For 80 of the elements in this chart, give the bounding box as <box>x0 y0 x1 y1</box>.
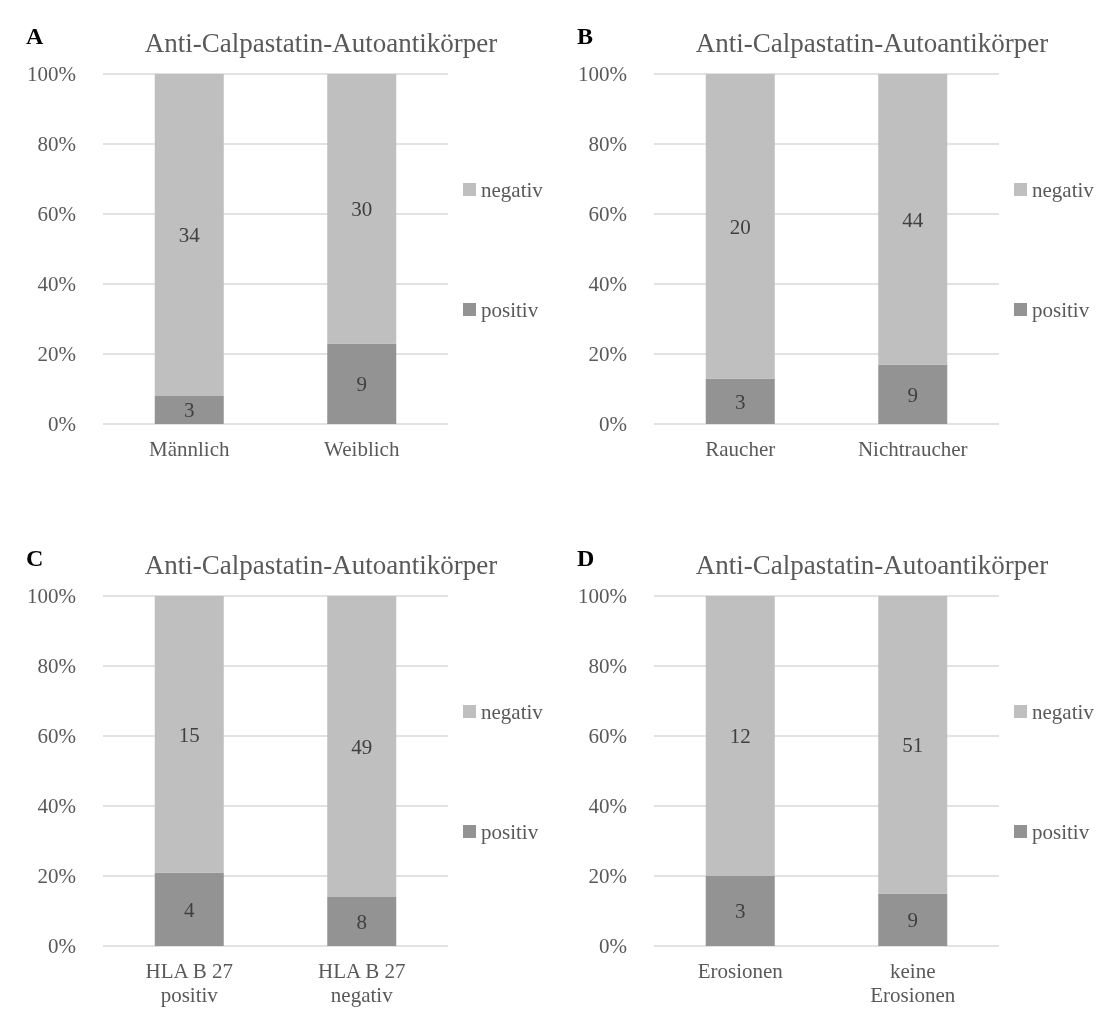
y-tick-label: 20% <box>37 864 76 889</box>
bar <box>327 74 397 344</box>
bar <box>327 897 397 946</box>
y-tick-label: 80% <box>588 654 627 679</box>
bar <box>878 364 948 424</box>
annotation: 9 <box>356 372 367 397</box>
chart-title: Anti-Calpastatin-Autoantikörper <box>695 550 1049 580</box>
x-tick-label: Weiblich <box>324 437 400 461</box>
legend-label: positiv <box>481 298 539 323</box>
legend-label: positiv <box>1032 298 1090 323</box>
y-tick-label: 100% <box>578 584 627 609</box>
annotation: 44 <box>902 207 924 232</box>
bar <box>878 893 948 946</box>
x-tick-label: Männlich <box>149 437 230 461</box>
y-tick-label: 60% <box>37 724 76 749</box>
y-tick-label: 20% <box>588 864 627 889</box>
annotation: 12 <box>729 724 751 749</box>
bar <box>878 74 948 365</box>
legend-label: negativ <box>1032 700 1095 725</box>
x-tick-label: keine Erosionen <box>870 959 956 1007</box>
y-tick-label: 0% <box>48 934 76 959</box>
annotation: 51 <box>902 733 924 758</box>
annotation: 9 <box>907 382 918 407</box>
y-tick-label: 60% <box>588 724 627 749</box>
x-tick-label: Nichtraucher <box>857 437 968 461</box>
x-tick-label: Erosionen <box>697 959 784 983</box>
y-tick-label: 40% <box>37 272 76 297</box>
bar <box>154 396 224 424</box>
text: B <box>577 23 594 49</box>
y-tick-label: 20% <box>588 342 627 367</box>
bar <box>154 596 224 873</box>
annotation: 34 <box>178 223 201 248</box>
annotation: 3 <box>184 398 195 423</box>
y-tick-label: 0% <box>599 412 627 437</box>
y-tick-label: 40% <box>588 272 627 297</box>
x-tick-label: HLA B 27 positiv <box>145 959 234 1007</box>
y-tick-label: 80% <box>588 132 627 157</box>
y-tick-label: 0% <box>48 412 76 437</box>
bar <box>705 876 775 946</box>
text: C <box>26 545 44 571</box>
bar <box>705 74 775 379</box>
bar <box>154 74 224 396</box>
annotation: 49 <box>351 734 373 759</box>
annotation: 3 <box>735 389 746 414</box>
bar <box>327 343 397 424</box>
y-tick-label: 100% <box>578 62 627 87</box>
y-tick-label: 40% <box>588 794 627 819</box>
y-tick-label: 80% <box>37 132 76 157</box>
y-tick-label: 0% <box>599 934 627 959</box>
annotation: 9 <box>907 908 918 933</box>
legend-label: negativ <box>481 178 544 203</box>
bar <box>705 596 775 876</box>
annotation: 4 <box>184 897 195 922</box>
annotation: 20 <box>729 214 751 239</box>
y-tick-label: 20% <box>37 342 76 367</box>
x-tick-label: HLA B 27 negativ <box>317 959 406 1007</box>
annotation: 15 <box>178 722 200 747</box>
x-tick-label: Raucher <box>705 437 776 461</box>
bar <box>878 596 948 894</box>
annotation: 3 <box>735 899 746 924</box>
bar <box>154 872 224 946</box>
y-tick-label: 60% <box>588 202 627 227</box>
y-tick-label: 40% <box>37 794 76 819</box>
legend-label: negativ <box>1032 178 1095 203</box>
chart-title: Anti-Calpastatin-Autoantikörper <box>144 28 498 58</box>
legend-label: positiv <box>1032 820 1090 845</box>
legend-label: positiv <box>481 820 539 845</box>
bar <box>327 596 397 897</box>
chart-title: Anti-Calpastatin-Autoantikörper <box>695 28 1049 58</box>
chart-title: Anti-Calpastatin-Autoantikörper <box>144 550 498 580</box>
y-tick-label: 80% <box>37 654 76 679</box>
y-tick-label: 60% <box>37 202 76 227</box>
text: A <box>26 23 44 49</box>
bar <box>705 378 775 424</box>
legend-label: negativ <box>481 700 544 725</box>
text: D <box>577 545 595 571</box>
y-tick-label: 100% <box>27 62 76 87</box>
annotation: 8 <box>356 909 367 934</box>
annotation: 30 <box>351 197 373 222</box>
y-tick-label: 100% <box>27 584 76 609</box>
